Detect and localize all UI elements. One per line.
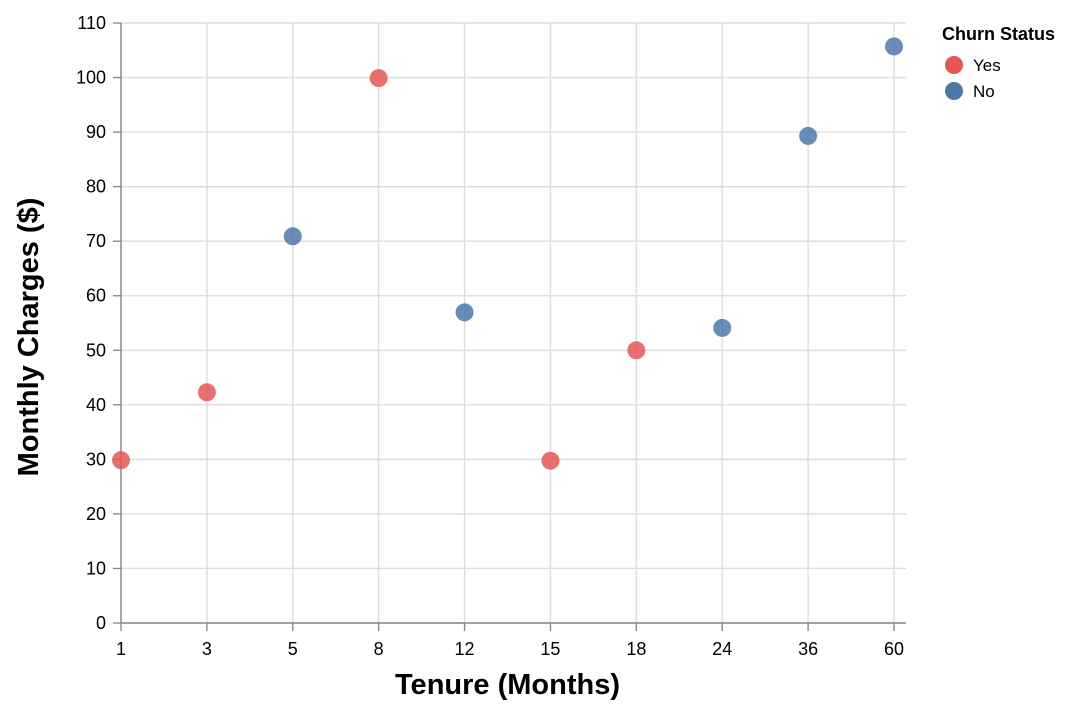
data-point: [627, 341, 646, 360]
x-tick-label: 36: [798, 639, 818, 659]
data-point: [541, 451, 560, 470]
x-tick-label: 1: [116, 639, 126, 659]
data-point: [455, 303, 474, 322]
legend-entries: Yes No: [945, 56, 1001, 101]
x-tick-label: 18: [626, 639, 646, 659]
y-tick-label: 30: [86, 449, 106, 469]
x-axis-title: Tenure (Months): [395, 669, 620, 701]
y-tick-label: 0: [96, 613, 106, 633]
y-tick-label: 60: [86, 286, 106, 306]
y-tick-label: 70: [86, 231, 106, 251]
y-tick-label: 90: [86, 122, 106, 142]
axes: [120, 23, 906, 624]
x-tick-label: 12: [455, 639, 475, 659]
y-tick-label: 10: [86, 558, 106, 578]
x-tick-label: 5: [288, 639, 298, 659]
grid: [120, 22, 906, 624]
legend-label: No: [973, 82, 995, 101]
x-tick-label: 15: [540, 639, 560, 659]
y-tick-label: 100: [76, 68, 106, 88]
data-points: [112, 37, 903, 470]
y-tick-label: 80: [86, 177, 106, 197]
data-point: [197, 383, 216, 402]
y-axis-title: Monthly Charges ($): [13, 198, 45, 477]
legend-title: Churn Status: [942, 24, 1055, 44]
y-tick-label: 40: [86, 395, 106, 415]
legend-swatch: [945, 56, 963, 74]
x-tick-label: 24: [712, 639, 732, 659]
data-point: [283, 227, 302, 246]
x-tick-label: 60: [884, 639, 904, 659]
y-axis-ticks: 0 10 20 30 40 50 60 70 80 90 100 110: [76, 13, 121, 633]
y-tick-label: 20: [86, 504, 106, 524]
y-tick-label: 50: [86, 340, 106, 360]
legend: Churn Status Yes No: [942, 24, 1055, 101]
data-point: [369, 69, 388, 88]
x-axis-ticks: 1 3 5 8 12 15 18 24 36 60: [116, 623, 904, 659]
legend-label: Yes: [973, 56, 1001, 75]
data-point: [885, 37, 903, 56]
y-tick-label: 110: [77, 13, 106, 33]
legend-swatch: [945, 82, 963, 100]
data-point: [112, 451, 130, 470]
x-tick-label: 3: [202, 639, 212, 659]
x-tick-label: 8: [374, 639, 384, 659]
data-point: [799, 126, 818, 145]
data-point: [713, 318, 732, 337]
